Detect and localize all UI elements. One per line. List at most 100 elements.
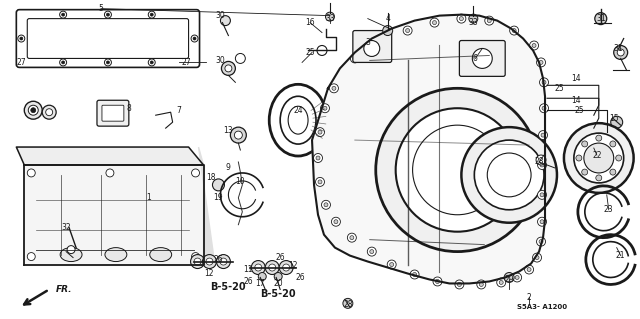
Circle shape [259,272,266,280]
Circle shape [255,264,262,271]
Circle shape [387,260,396,269]
Circle shape [515,276,519,279]
Text: 2: 2 [527,293,531,302]
Circle shape [283,264,290,271]
Circle shape [150,61,153,64]
Ellipse shape [105,248,127,262]
Circle shape [28,169,35,177]
Circle shape [509,26,518,35]
Circle shape [316,177,324,186]
Circle shape [221,62,236,75]
Text: 25: 25 [305,48,315,57]
Polygon shape [198,147,214,264]
Text: 33: 33 [468,18,478,27]
Circle shape [396,108,519,232]
Circle shape [18,35,25,42]
Circle shape [274,272,282,280]
Circle shape [541,133,545,137]
Circle shape [24,101,42,119]
Text: 4: 4 [385,14,390,23]
Circle shape [376,88,539,252]
Circle shape [191,35,198,42]
Circle shape [350,54,359,63]
Text: 30: 30 [216,56,225,65]
Circle shape [317,46,327,56]
Text: 24: 24 [293,106,303,115]
Circle shape [540,78,548,87]
Circle shape [535,256,539,260]
Circle shape [457,14,466,23]
Text: 33: 33 [325,14,335,23]
Circle shape [584,143,614,173]
Circle shape [314,153,323,162]
Polygon shape [24,165,204,264]
Circle shape [370,249,374,254]
Circle shape [106,61,109,64]
Ellipse shape [60,248,82,262]
Circle shape [532,253,541,262]
Circle shape [596,175,602,181]
Circle shape [564,123,634,193]
Text: B-5-20: B-5-20 [211,282,246,293]
Circle shape [582,169,588,175]
Circle shape [611,116,623,128]
Circle shape [316,156,320,160]
Circle shape [104,59,111,66]
Circle shape [539,240,543,244]
Circle shape [540,163,544,167]
Text: 29: 29 [504,275,514,284]
Circle shape [375,38,384,47]
Text: 5: 5 [99,4,104,13]
Circle shape [413,272,417,277]
Circle shape [148,59,156,66]
Circle shape [206,258,213,265]
Circle shape [191,255,205,269]
Text: 8: 8 [127,104,131,113]
Circle shape [614,46,628,59]
Circle shape [433,21,436,25]
Circle shape [538,217,547,226]
Text: 14: 14 [571,96,580,105]
Circle shape [390,263,394,267]
Circle shape [477,280,486,289]
Circle shape [20,37,23,40]
Circle shape [326,12,335,21]
Circle shape [191,253,200,261]
Circle shape [212,179,225,191]
Circle shape [540,220,544,224]
Text: 26: 26 [275,253,285,262]
Circle shape [527,268,531,271]
Circle shape [220,16,230,26]
Circle shape [610,141,616,147]
Text: 6: 6 [473,54,477,63]
Circle shape [236,54,245,63]
Text: 15: 15 [609,114,618,123]
Circle shape [538,130,547,140]
Text: 31: 31 [614,44,623,53]
Text: 25: 25 [574,106,584,115]
Circle shape [383,26,393,35]
Circle shape [435,279,440,284]
Circle shape [234,131,243,139]
Circle shape [479,282,483,286]
Text: 20: 20 [273,279,283,288]
Circle shape [348,233,356,242]
Circle shape [334,220,338,224]
Circle shape [60,11,67,18]
Circle shape [230,127,246,143]
Circle shape [576,155,582,161]
Circle shape [45,109,52,116]
Text: 13: 13 [223,126,233,135]
Text: 26: 26 [214,255,223,264]
Text: 3: 3 [365,38,370,47]
Circle shape [536,155,546,165]
Text: 11: 11 [244,265,253,274]
Text: 18: 18 [205,174,215,182]
Circle shape [538,160,547,169]
Text: FR.: FR. [56,285,73,294]
Circle shape [497,278,506,287]
Circle shape [150,13,153,16]
Text: 28: 28 [534,158,544,167]
Circle shape [60,59,67,66]
Circle shape [279,261,293,274]
